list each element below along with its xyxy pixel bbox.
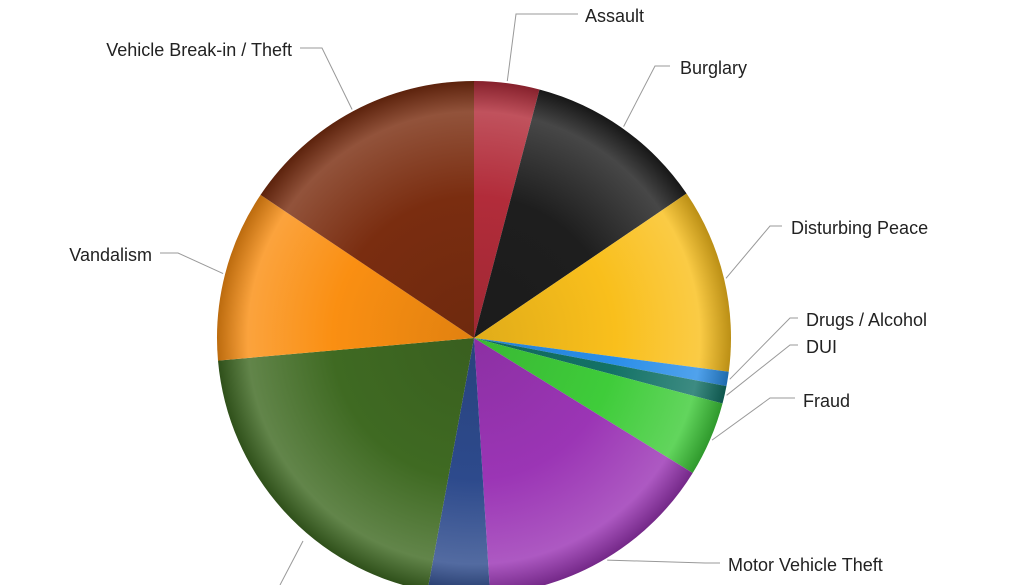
slice-assault (474, 81, 540, 338)
label-vehicle-break-in-theft: Vehicle Break-in / Theft (106, 40, 292, 60)
leader-line-unlabeled-8 (279, 540, 304, 585)
leader-line-assault (506, 13, 578, 82)
leader-line-vandalism (160, 252, 224, 275)
slice-disturbing-peace (474, 193, 732, 372)
label-vandalism: Vandalism (69, 245, 152, 265)
leader-line-fraud (711, 397, 795, 441)
leader-line-motor-vehicle-theft (607, 559, 720, 564)
slice-fraud (474, 338, 723, 473)
label-dui: DUI (806, 337, 837, 357)
leader-line-burglary (623, 65, 670, 127)
slice-unlabeled-8 (217, 338, 474, 585)
leader-line-disturbing-peace (725, 225, 782, 279)
label-drugs-alcohol: Drugs / Alcohol (806, 310, 927, 330)
slice-vandalism (216, 194, 475, 361)
label-motor-vehicle-theft: Motor Vehicle Theft (728, 555, 883, 575)
slice-motor-vehicle-theft (474, 338, 693, 585)
slice-vehicle-break-in-theft (260, 80, 474, 338)
label-disturbing-peace: Disturbing Peace (791, 218, 928, 238)
leader-line-drugs-alcohol (729, 317, 798, 380)
label-fraud: Fraud (803, 391, 850, 411)
slice-dui (474, 338, 727, 404)
leader-line-vehicle-break-in-theft (300, 47, 353, 110)
pie-slices (216, 80, 732, 585)
slice-labels: Assault Burglary Disturbing Peace Drugs / A… (69, 6, 928, 575)
slice-drugs-alcohol (474, 338, 729, 387)
leader-lines (160, 13, 798, 585)
label-assault: Assault (585, 6, 644, 26)
label-burglary: Burglary (680, 58, 747, 78)
slice-burglary (474, 89, 687, 338)
slice-unlabeled-7 (428, 338, 490, 585)
leader-line-dui (726, 344, 798, 396)
